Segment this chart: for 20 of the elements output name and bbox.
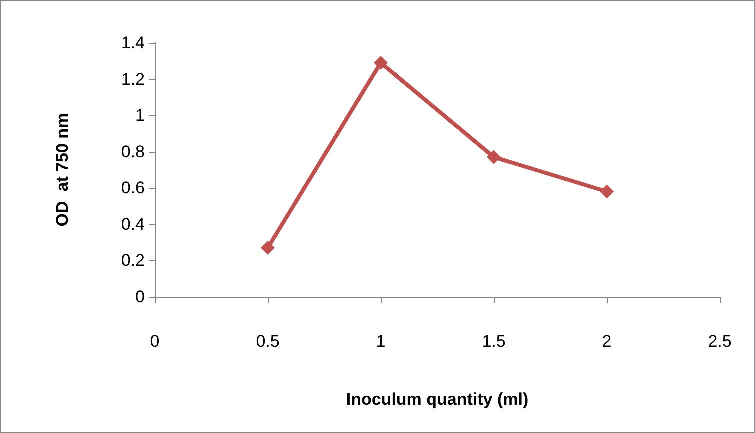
- y-tick-label: 1.4: [121, 34, 145, 52]
- y-tick-label: 0: [136, 288, 145, 306]
- point: [487, 150, 501, 164]
- x-tick-label: 1.5: [482, 332, 506, 351]
- x-axis-title: Inoculum quantity (ml): [346, 390, 529, 409]
- y-tick-label: 1.2: [121, 70, 145, 89]
- y-tick-label: 0.4: [121, 214, 145, 234]
- x-tick-label: 1: [376, 332, 386, 351]
- point: [600, 184, 614, 199]
- x-tick-label: 0: [150, 332, 160, 351]
- y-tick-label: 0.6: [121, 178, 145, 198]
- x-tick-label: 2.5: [708, 332, 732, 351]
- x-tick-label: 2: [602, 332, 612, 351]
- y-tick-label: 0.2: [121, 251, 145, 270]
- point: [374, 56, 388, 70]
- y-axis-title: OD at 750 nm: [53, 113, 72, 227]
- point: [261, 241, 275, 256]
- x-tick-label: 0.5: [256, 332, 280, 351]
- y-tick-label: 1: [136, 106, 145, 126]
- y-tick-label: 0.8: [121, 142, 145, 162]
